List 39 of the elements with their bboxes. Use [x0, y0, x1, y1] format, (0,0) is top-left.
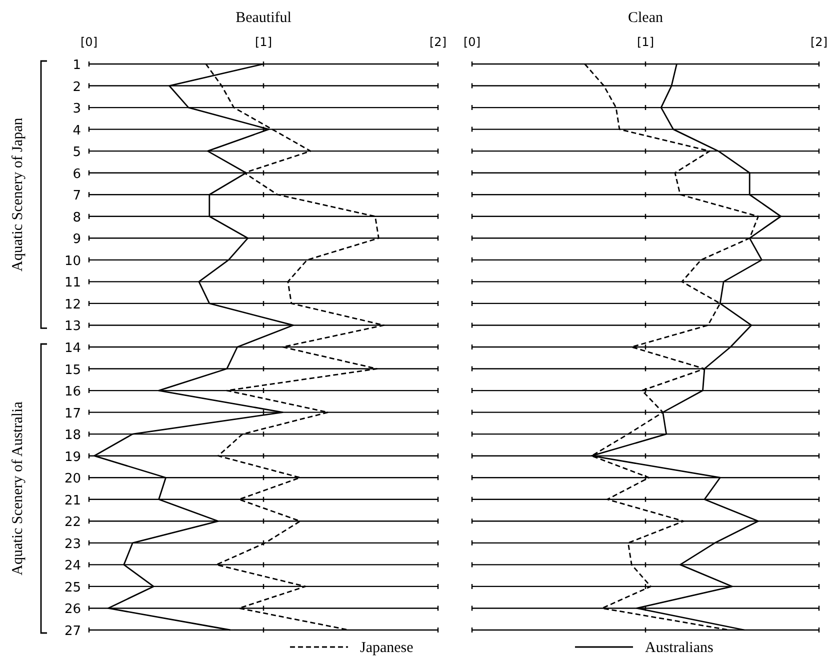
y-tick-label: 19 [64, 450, 81, 465]
y-tick-label: 17 [64, 406, 81, 422]
chart-title: Beautiful [236, 10, 292, 26]
x-tick-label: [1] [637, 35, 654, 49]
y-tick-label: 9 [72, 232, 81, 248]
legend-label: Australians [645, 640, 714, 656]
y-tick-label: 6 [72, 166, 81, 182]
text: Aquatic Scenery of Australia [10, 401, 26, 576]
y-tick-label: 20 [64, 472, 81, 487]
y-tick-label: 7 [72, 188, 81, 204]
x-tick-label: [0] [464, 35, 480, 49]
y-tick-label: 12 [64, 297, 81, 312]
y-tick-label: 1 [72, 58, 81, 73]
y-tick-label: 14 [64, 341, 81, 356]
y-tick-label: 25 [64, 580, 81, 596]
y-tick-label: 2 [72, 80, 81, 95]
y-tick-label: 4 [72, 123, 81, 138]
y-tick-label: 21 [64, 493, 81, 508]
text: Aquatic Scenery of Japan [10, 117, 26, 272]
x-tick-label: [0] [80, 35, 98, 49]
y-tick-label: 13 [64, 319, 81, 334]
x-tick-label: [2] [810, 35, 828, 49]
y-tick-label: 15 [64, 362, 81, 378]
legend-label: Japanese [360, 640, 414, 656]
chart-title: Clean [628, 10, 664, 26]
y-tick-label: 10 [64, 254, 81, 269]
y-tick-label: 8 [72, 210, 81, 226]
y-tick-label: 3 [72, 102, 81, 117]
y-tick-label: 24 [64, 558, 81, 574]
y-tick-label: 23 [64, 536, 81, 552]
x-tick-label: [2] [430, 35, 446, 49]
y-tick-label: 18 [64, 428, 81, 444]
y-tick-label: 27 [64, 624, 81, 639]
y-tick-label: 11 [64, 276, 81, 291]
x-tick-label: [1] [255, 35, 272, 49]
y-tick-label: 26 [64, 602, 81, 618]
y-tick-label: 5 [72, 145, 81, 160]
y-tick-label: 16 [64, 384, 81, 400]
y-tick-label: 22 [64, 515, 81, 530]
